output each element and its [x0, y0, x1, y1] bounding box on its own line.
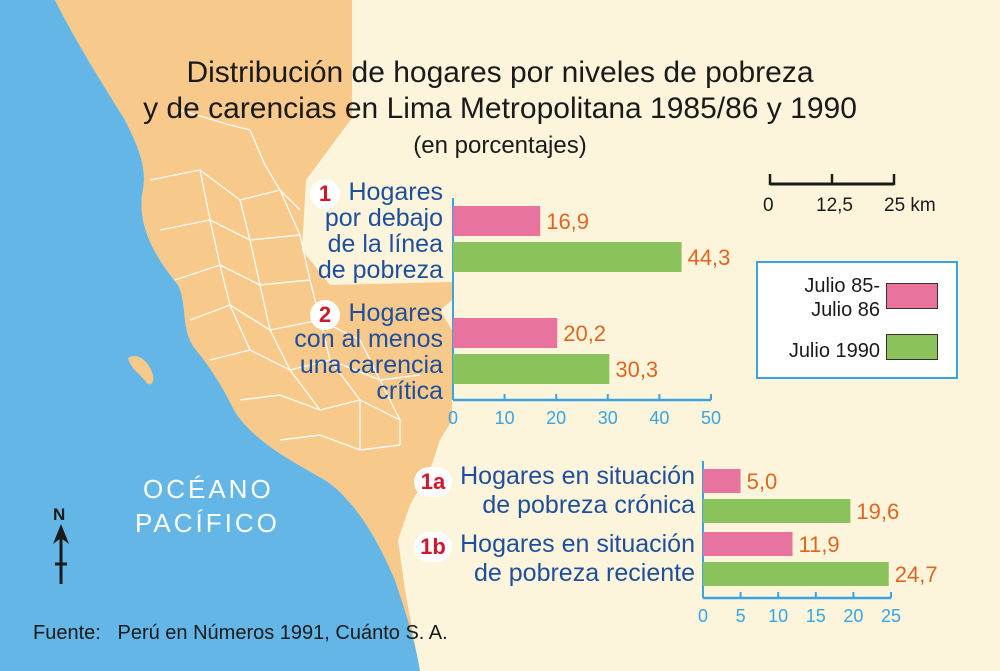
x-tick-label: 5	[736, 606, 746, 626]
chart-title-line1: Distribución de hogares por niveles de p…	[186, 56, 814, 89]
north-label: N	[53, 505, 66, 524]
scale-tick-12-5: 12,5	[816, 195, 853, 216]
x-tick-label: 20	[546, 408, 566, 428]
badge-1a: 1a	[414, 467, 452, 497]
badge-1b: 1b	[414, 532, 452, 562]
bar-2-series0	[453, 318, 558, 348]
data-label: 16,9	[546, 209, 589, 234]
data-label: 19,6	[856, 499, 899, 524]
bar-1a-series0	[703, 469, 741, 493]
bar-1-series0	[453, 206, 541, 236]
source-note: Fuente: Perú en Números 1991, Cuánto S. …	[33, 622, 448, 644]
ocean-label-line1: OCÉANO	[143, 474, 274, 504]
x-tick-label: 20	[843, 606, 863, 626]
data-label: 44,3	[688, 245, 731, 270]
scale-tick-0: 0	[763, 195, 774, 216]
cat1b-label-line: Hogares en situación	[460, 530, 695, 558]
cat2-label-line: Hogares	[348, 299, 444, 327]
cat1-label-line: Hogares	[348, 178, 444, 206]
cat1-label-line: por debajo	[324, 204, 443, 232]
x-tick-label: 10	[768, 606, 788, 626]
island-icon	[128, 355, 154, 385]
cat1b-label-line: de pobreza reciente	[474, 559, 695, 587]
badge-1: 1	[310, 179, 340, 209]
bar-1b-series1	[703, 562, 889, 586]
ocean-area	[0, 0, 420, 671]
cat1a-label-line: de pobreza crónica	[482, 491, 695, 519]
x-tick-label: 25	[881, 606, 901, 626]
x-tick-label: 50	[701, 408, 721, 428]
data-label: 24,7	[895, 562, 938, 587]
x-tick-label: 40	[649, 408, 669, 428]
x-tick-label: 0	[698, 606, 708, 626]
cat1-label-line: de pobreza	[317, 256, 443, 284]
bar-2-series1	[453, 354, 610, 384]
north-arrow-icon	[53, 524, 69, 584]
cat1a-label-line: Hogares en situación	[460, 462, 695, 490]
data-label: 30,3	[615, 357, 658, 382]
legend-pink-swatch	[886, 283, 938, 309]
cat2-label-line: una carencia	[299, 351, 443, 379]
legend-pink-line: Julio 86	[811, 299, 880, 321]
chart-subtitle: (en porcentajes)	[413, 132, 587, 159]
cat2-label-line: con al menos	[294, 325, 443, 353]
cat1a-label: Hogares en situación de pobreza crónica	[460, 462, 695, 520]
x-tick-label: 10	[495, 408, 515, 428]
bar-1b-series0	[703, 532, 793, 556]
bar-1a-series1	[703, 499, 851, 523]
legend-pink-label: Julio 85- Julio 86	[804, 274, 880, 322]
cat2-label-line: crítica	[376, 377, 443, 405]
ocean-label-line2: PACÍFICO	[135, 508, 280, 538]
legend: Julio 85- Julio 86 Julio 1990	[756, 261, 958, 379]
cat1b-label: Hogares en situación de pobreza reciente	[460, 530, 695, 588]
coast-land	[55, 0, 452, 671]
data-label: 20,2	[563, 321, 606, 346]
scale-bar	[768, 174, 896, 186]
cat2-label: Hogares con al menos una carencia crític…	[294, 300, 443, 404]
legend-green-label: Julio 1990	[788, 340, 880, 362]
legend-green-swatch	[886, 334, 938, 360]
chart-title-line2: y de carencias en Lima Metropolitana 198…	[143, 92, 857, 125]
bar-1-series1	[453, 242, 682, 272]
x-tick-label: 0	[448, 408, 458, 428]
cat1-label: Hogares por debajo de la línea de pobrez…	[318, 179, 443, 283]
data-label: 11,9	[798, 532, 839, 557]
badge-2: 2	[310, 300, 340, 330]
scale-tick-25km: 25 km	[884, 195, 936, 216]
legend-pink-line: Julio 85-	[804, 275, 880, 297]
x-tick-label: 30	[598, 408, 618, 428]
cat1-label-line: de la línea	[327, 230, 443, 258]
x-tick-label: 15	[806, 606, 826, 626]
data-label: 5,0	[747, 469, 778, 494]
